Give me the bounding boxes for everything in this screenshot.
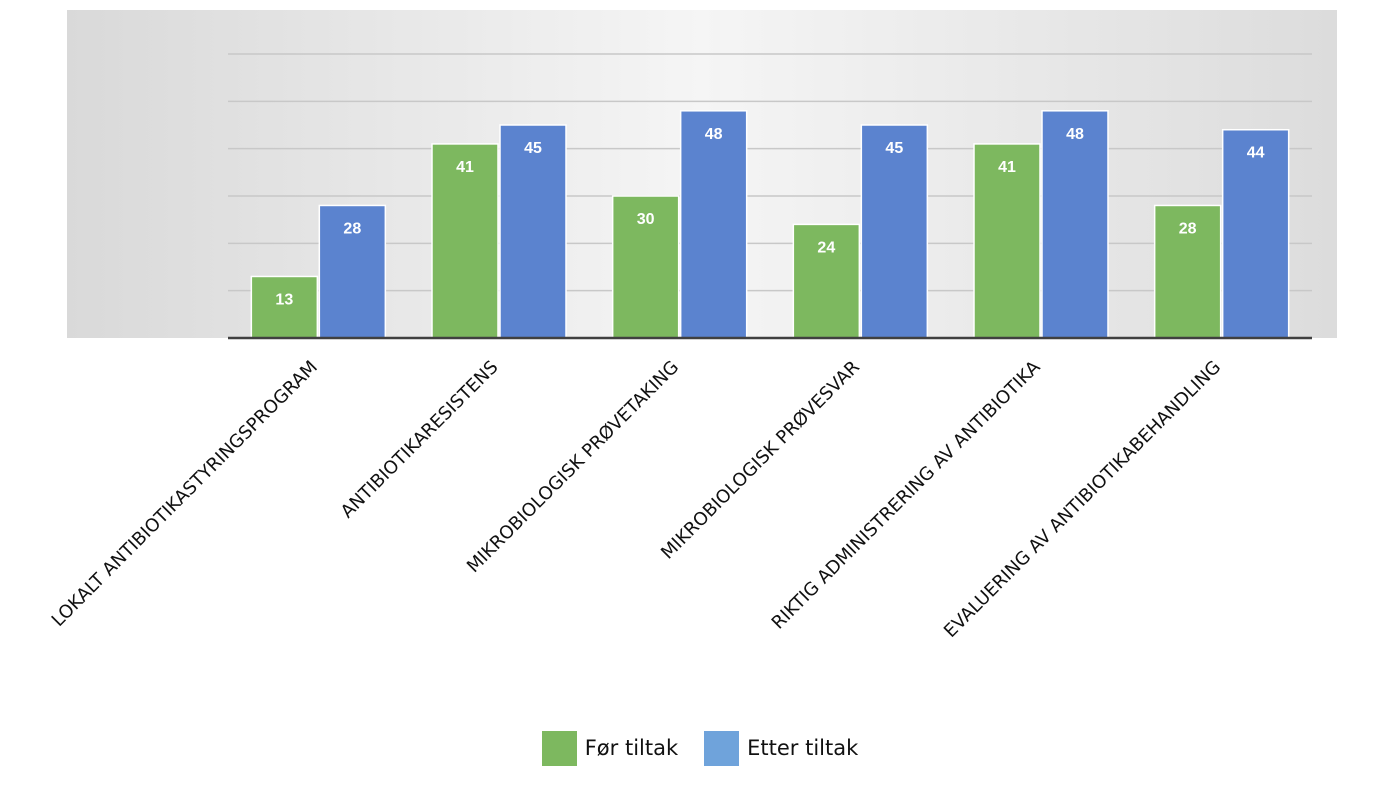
bars (250, 110, 1290, 339)
bar-after-3 (679, 110, 748, 339)
category-label-6: EVALUERING AV ANTIBIOTIKABEHANDLING (940, 357, 1225, 642)
data-labels: 13 28 41 45 30 48 24 45 41 48 28 44 (275, 126, 1264, 309)
data-label-after-4: 45 (885, 140, 903, 157)
category-label-1: LOKALT ANTIBIOTIKASTYRINGSPROGRAM (48, 357, 322, 631)
data-label-after-2: 45 (524, 140, 542, 157)
bar-before-5 (973, 143, 1041, 339)
data-label-before-6: 28 (1179, 220, 1197, 237)
data-label-after-1: 28 (343, 220, 361, 237)
category-label-4: MIKROBIOLOGISK PRØVESVAR (657, 357, 864, 564)
bar-before-1 (250, 275, 319, 339)
legend-item-before: Før tiltak (541, 730, 679, 766)
bar-before-4 (792, 223, 861, 339)
bar-after-6 (1221, 128, 1290, 339)
bar-after-4 (860, 124, 929, 339)
legend-swatch-before (541, 730, 577, 766)
data-label-before-1: 13 (275, 291, 293, 308)
legend: Før tiltak Etter tiltak (0, 728, 1400, 768)
category-labels: LOKALT ANTIBIOTIKASTYRINGSPROGRAM ANTIBIO… (48, 356, 1226, 642)
bar-after-5 (1041, 110, 1109, 339)
data-label-after-6: 44 (1247, 145, 1265, 162)
data-label-after-5: 48 (1066, 126, 1084, 143)
data-label-before-3: 30 (637, 211, 655, 228)
data-label-before-2: 41 (456, 159, 474, 176)
legend-label-before: Før tiltak (584, 736, 679, 760)
gridlines (228, 53, 1312, 292)
bar-before-6 (1153, 204, 1222, 339)
data-label-before-5: 41 (998, 159, 1016, 176)
legend-label-after: Etter tiltak (747, 736, 859, 760)
bar-chart: 13 28 41 45 30 48 24 45 41 48 28 44 LOKALT ANTIBIOT… (48, 10, 1337, 642)
legend-swatch-after (704, 730, 740, 766)
category-label-2: ANTIBIOTIKARESISTENS (337, 357, 503, 523)
data-label-after-3: 48 (705, 126, 723, 143)
category-label-3: MIKROBIOLOGISK PRØVETAKING (463, 357, 683, 577)
legend-item-after: Etter tiltak (704, 730, 859, 766)
data-label-before-4: 24 (817, 239, 835, 256)
